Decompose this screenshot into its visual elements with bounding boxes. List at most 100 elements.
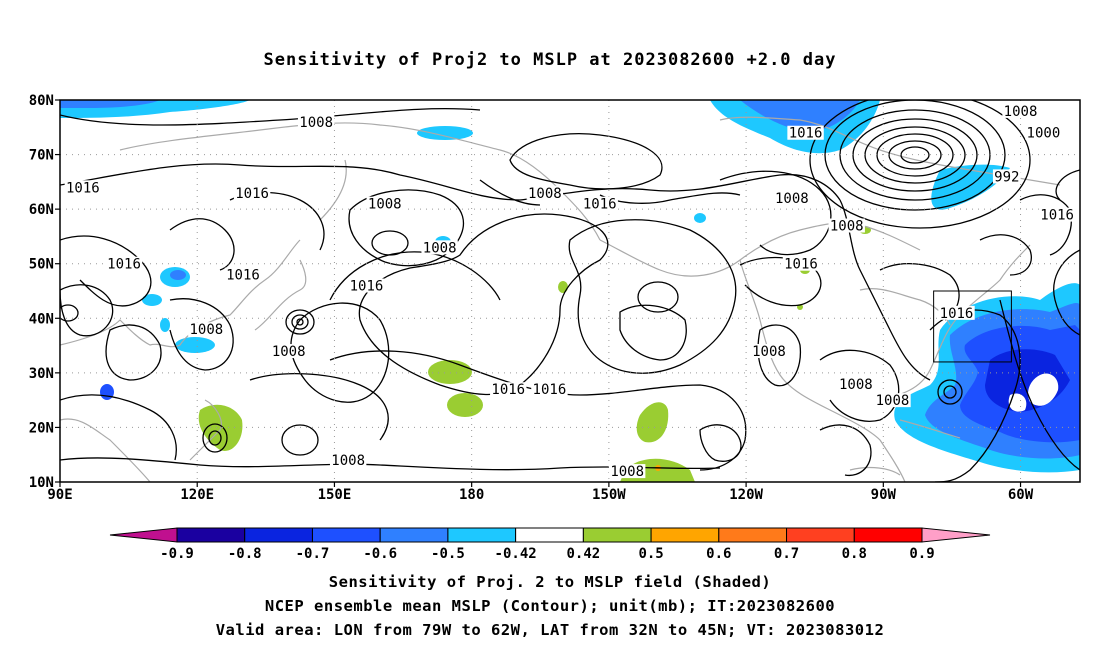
contour-label: 1008 — [190, 322, 224, 338]
colorbar-label: 0.8 — [842, 546, 867, 562]
lat-label: 50N — [29, 257, 54, 273]
contour-label: 1016 — [789, 126, 823, 142]
colorbar-segment — [515, 527, 584, 543]
colorbar-label: -0.6 — [363, 546, 397, 562]
contour-label: 1016 — [107, 257, 141, 273]
contour-label-bg — [581, 196, 618, 211]
colorbar-segment — [379, 527, 449, 543]
contour-label-bg — [531, 382, 568, 397]
colorbar-labels: -0.9 -0.8 -0.7 -0.6 -0.5 -0.42 0.42 0.5 0.6 0.7 0.… — [160, 546, 935, 562]
caption-line-3: Valid area: LON from 79W to 62W, LAT fro… — [215, 621, 885, 639]
coastlines — [60, 116, 1061, 482]
colorbar-label: -0.9 — [160, 546, 194, 562]
colorbar-segment — [244, 527, 313, 543]
colorbar-label: -0.5 — [431, 546, 465, 562]
contour-label: 1016 — [583, 197, 617, 213]
contour-label: 1016 — [226, 268, 260, 284]
contour-label-bg — [526, 185, 564, 200]
lon-label: 90W — [871, 487, 897, 503]
contour-label: 1016 — [784, 257, 818, 273]
contour-label: 1016 — [940, 306, 974, 322]
contour-label: 1016 — [66, 180, 100, 196]
contour-label-bg — [297, 114, 335, 129]
map-gridlines — [60, 100, 1080, 482]
contour-label-bg — [828, 218, 865, 233]
contour-label-bg — [64, 180, 102, 195]
contour-label-bg — [188, 322, 225, 337]
contour-label: 1008 — [610, 464, 644, 480]
colorbar-segment — [311, 527, 381, 543]
colorbar-label: -0.42 — [495, 546, 537, 562]
valid-area-box — [933, 290, 1012, 363]
contour-label-bg — [874, 393, 911, 408]
contour-label-bg — [608, 464, 646, 479]
contour-label: 1000 — [1027, 126, 1061, 142]
contour-label-bg — [224, 267, 262, 282]
contour-label-bg — [366, 196, 403, 211]
contour-label: 1016 — [235, 186, 269, 202]
contour-label: 1008 — [839, 377, 873, 393]
colorbar-low-triangle — [109, 527, 178, 543]
lat-label: 40N — [29, 311, 54, 327]
contour-label: 1008 — [1004, 104, 1038, 120]
contour-label: 1008 — [775, 191, 809, 207]
contour-label: 1008 — [830, 219, 864, 235]
lon-label: 150E — [318, 487, 352, 503]
contour-label-bg — [773, 191, 811, 206]
colorbar-segment — [176, 527, 246, 543]
contour-label: 1008 — [423, 240, 457, 256]
contour-label-bg — [270, 344, 307, 359]
colorbar-segment — [447, 527, 517, 543]
contour-label: 1008 — [272, 344, 306, 360]
colorbar-segment — [582, 527, 652, 543]
contour-label: 1016 — [491, 382, 525, 398]
contour-label: 1008 — [331, 453, 365, 469]
lon-label: 120E — [180, 487, 214, 503]
contour-label: 1008 — [299, 115, 333, 131]
lat-label: 80N — [29, 93, 54, 109]
caption-line-2: NCEP ensemble mean MSLP (Contour); unit(… — [264, 597, 836, 615]
colorbar-segment — [650, 527, 720, 543]
lon-label: 120W — [729, 487, 763, 503]
colorbar-label: 0.5 — [638, 546, 663, 562]
contour-label-bg — [837, 376, 875, 391]
contour-label: 1016 — [533, 382, 567, 398]
contour-label-bg — [938, 305, 975, 320]
lat-label: 30N — [29, 366, 54, 382]
lat-label: 60N — [29, 202, 54, 218]
colorbar-label: 0.9 — [909, 546, 934, 562]
contour-labels: 1008 1016 1016 1008 1008 1016 1016 1016 1008 1008… — [64, 103, 1076, 480]
contour-label-bg — [329, 453, 367, 468]
colorbar-segment — [718, 527, 788, 543]
contour-label-bg — [992, 169, 1021, 184]
contour-label-bg — [105, 256, 143, 271]
colorbar-segment — [853, 527, 923, 543]
lon-label: 150W — [592, 487, 626, 503]
contour-label: 992 — [994, 169, 1019, 185]
colorbar-label: 0.42 — [567, 546, 601, 562]
contour-label: 1008 — [368, 197, 402, 213]
contour-label-bg — [348, 278, 385, 293]
contour-label: 1016 — [350, 279, 384, 295]
contour-label-bg — [1038, 207, 1076, 222]
contour-label-bg — [1025, 125, 1062, 140]
colorbar-high-triangle — [921, 527, 991, 543]
colorbar-label: 0.7 — [774, 546, 799, 562]
contour-label-bg — [233, 185, 271, 200]
contour-label: 1016 — [1040, 208, 1074, 224]
lat-label: 70N — [29, 148, 54, 164]
contour-label-bg — [750, 344, 788, 359]
colorbar-label: -0.8 — [228, 546, 262, 562]
contour-label-bg — [421, 240, 458, 255]
caption-line-1: Sensitivity of Proj. 2 to MSLP field (Sh… — [328, 573, 772, 591]
contour-label-bg — [1002, 103, 1039, 118]
colorbar-segment — [786, 527, 855, 543]
contour-label: 1008 — [528, 186, 562, 202]
contour-label: 1008 — [752, 344, 786, 360]
map-title: Sensitivity of Proj2 to MSLP at 20230826… — [263, 50, 837, 70]
map-frame — [59, 99, 1081, 483]
contour-label-bg — [490, 382, 527, 397]
lat-label: 20N — [29, 420, 54, 436]
colorbar-label: 0.6 — [706, 546, 731, 562]
